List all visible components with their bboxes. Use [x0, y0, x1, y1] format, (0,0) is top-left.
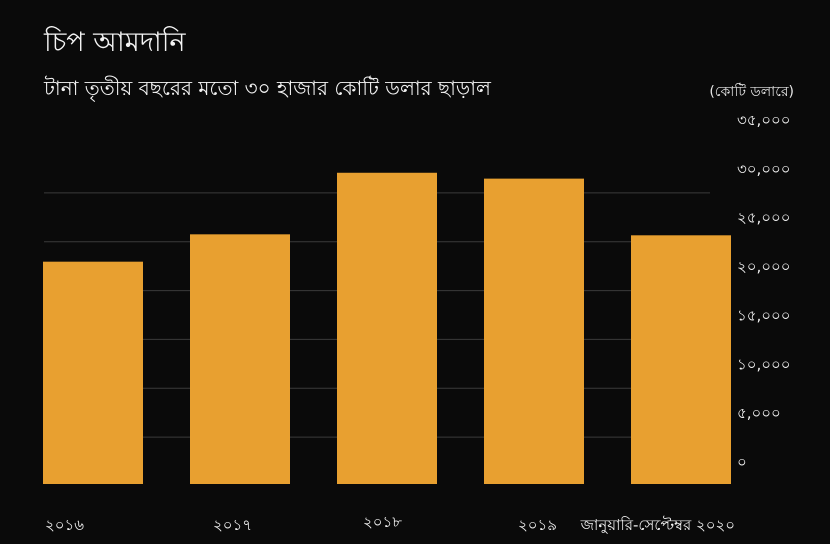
x-category-label: জানুয়ারি-সেপ্টেম্বর ২০২০: [580, 516, 735, 534]
y-tick-label: ৩০,০০০: [737, 160, 791, 178]
y-tick-label: ১৫,০০০: [737, 306, 791, 324]
y-axis-unit-label: (কোটি ডলারে): [709, 84, 794, 100]
bar-2: [190, 234, 290, 484]
y-tick-labels: ০ ৫,০০০ ১০,০০০ ১৫,০০০ ২০,০০০ ২৫,০০০ ৩০,০০০ ৩৫,০…: [737, 111, 791, 471]
x-category-label: ২০১৯: [518, 516, 557, 534]
y-tick-label: ২৫,০০০: [737, 209, 791, 227]
bar-3: [337, 172, 437, 484]
bar-4: [484, 178, 584, 484]
y-tick-label: ১০,০০০: [737, 355, 791, 373]
bars: [43, 172, 731, 484]
y-tick-label: ৫,০০০: [737, 404, 781, 422]
y-tick-label: ২০,০০০: [737, 258, 791, 276]
chart-title: চিপ আমদানি: [44, 27, 186, 58]
chart-subtitle: টানা তৃতীয় বছরের মতো ৩০ হাজার কোটি ডলার…: [44, 76, 491, 100]
y-tick-label: ৩৫,০০০: [737, 111, 791, 129]
y-tick-label: ০: [737, 453, 747, 471]
x-category-labels: ২০১৬ ২০১৭ ২০১৮ ২০১৯ জানুয়ারি-সেপ্টেম্বর ২০২…: [45, 513, 735, 534]
bar-1: [43, 261, 143, 484]
x-category-label: ২০১৬: [45, 516, 84, 534]
bar-5: [631, 235, 731, 484]
x-category-label: ২০১৮: [363, 513, 402, 531]
x-category-label: ২০১৭: [213, 516, 252, 534]
